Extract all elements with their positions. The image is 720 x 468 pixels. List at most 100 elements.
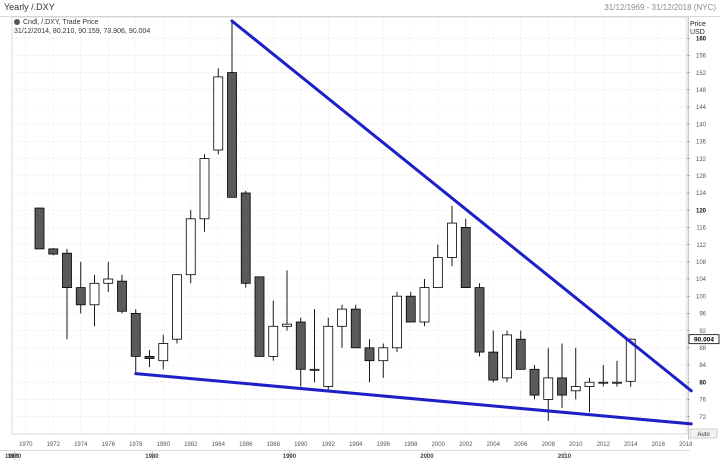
candle-body[interactable] xyxy=(515,338,526,370)
x-tick-label: 2010 xyxy=(569,442,583,448)
candle-body[interactable] xyxy=(254,276,265,357)
y-tick-label: 124 xyxy=(696,191,707,197)
candle-body[interactable] xyxy=(185,218,196,276)
x-tick-label: 1990 xyxy=(294,442,308,448)
y-axis-price-label: Price xyxy=(690,21,706,28)
x-tick-label: 2018 xyxy=(679,442,693,448)
candle-body[interactable] xyxy=(144,355,155,359)
title-bar: Yearly /.DXY 31/12/1969 - 31/12/2018 (NY… xyxy=(0,0,720,17)
x-tick-label: 1970 xyxy=(19,442,33,448)
legend: Cndl, /.DXY, Trade Price 31/12/2014, 80.… xyxy=(14,18,150,36)
plot-frame xyxy=(11,16,688,435)
candle-body[interactable] xyxy=(612,381,622,384)
candle-body[interactable] xyxy=(405,295,416,323)
candle-body[interactable] xyxy=(350,308,361,349)
candle-body[interactable] xyxy=(488,351,499,381)
candle-body[interactable] xyxy=(34,207,45,250)
candle-body[interactable] xyxy=(75,287,86,306)
decade-label: 1960 xyxy=(5,454,19,460)
candle-body[interactable] xyxy=(295,321,306,370)
y-tick-label: 144 xyxy=(696,105,707,111)
x-tick-label: 1984 xyxy=(212,442,226,448)
candle-body[interactable] xyxy=(323,325,334,387)
y-tick-label: 160 xyxy=(696,36,707,42)
x-tick-label: 2014 xyxy=(624,442,638,448)
x-tick-label: 2002 xyxy=(459,442,473,448)
candle-body[interactable] xyxy=(460,226,471,288)
y-tick-label: 116 xyxy=(696,226,706,232)
candle-body[interactable] xyxy=(282,323,292,327)
x-tick-label: 1980 xyxy=(157,442,171,448)
candle-body[interactable] xyxy=(474,287,485,353)
x-tick-label: 2006 xyxy=(514,442,528,448)
candle-body[interactable] xyxy=(584,381,595,387)
candle-body[interactable] xyxy=(447,222,457,258)
x-tick-label: 1994 xyxy=(349,442,363,448)
candle-body[interactable] xyxy=(172,274,182,340)
decade-label: 1980 xyxy=(145,454,159,460)
candle-body[interactable] xyxy=(529,368,540,396)
candle-body[interactable] xyxy=(89,282,100,306)
candle-body[interactable] xyxy=(240,192,251,284)
x-tick-label: 1986 xyxy=(239,442,253,448)
y-tick-label: 100 xyxy=(696,294,707,300)
chart-title: Yearly /.DXY xyxy=(4,2,55,12)
trendline-lower[interactable] xyxy=(134,372,693,426)
x-tick-label: 2008 xyxy=(542,442,556,448)
candle-body[interactable] xyxy=(378,347,389,362)
decade-label: 1970 xyxy=(8,454,22,460)
candle-body[interactable] xyxy=(625,338,636,382)
decade-label: 2000 xyxy=(420,454,434,460)
auto-scale-button[interactable] xyxy=(689,428,718,439)
candle-body[interactable] xyxy=(158,343,169,362)
y-tick-label: 140 xyxy=(696,122,707,128)
y-tick-label: 148 xyxy=(696,88,707,94)
y-tick-label: 156 xyxy=(696,54,707,60)
x-tick-label: 1998 xyxy=(404,442,418,448)
candle-body[interactable] xyxy=(543,377,554,400)
x-tick-label: 1974 xyxy=(74,442,88,448)
y-tick-label: 132 xyxy=(696,157,707,163)
y-tick-label: 152 xyxy=(696,71,707,77)
auto-scale-label: Auto xyxy=(697,432,710,438)
legend-series: Cndl, /.DXY, Trade Price xyxy=(23,19,99,26)
y-tick-label: 72 xyxy=(699,415,706,421)
y-tick-label: 76 xyxy=(699,398,706,404)
y-tick-label: 84 xyxy=(699,363,706,369)
candle-body[interactable] xyxy=(103,278,114,284)
current-price-value: 90.004 xyxy=(694,337,714,344)
x-tick-label: 1992 xyxy=(322,442,336,448)
decade-label: 2010 xyxy=(558,454,572,460)
y-tick-label: 92 xyxy=(699,329,706,335)
candle-body[interactable] xyxy=(309,368,320,371)
date-range: 31/12/1969 - 31/12/2018 (NYC) xyxy=(604,3,716,12)
candle-body[interactable] xyxy=(570,386,581,392)
candle-body[interactable] xyxy=(432,257,443,289)
candle-body[interactable] xyxy=(419,287,430,323)
candle-body[interactable] xyxy=(364,347,375,362)
candle-body[interactable] xyxy=(268,325,279,357)
y-tick-label: 108 xyxy=(696,260,707,266)
candle-body[interactable] xyxy=(392,295,402,349)
series-dot-icon xyxy=(14,19,20,25)
candle-body[interactable] xyxy=(557,377,567,396)
candle-body[interactable] xyxy=(502,334,512,379)
x-tick-label: 1988 xyxy=(267,442,281,448)
y-tick-label: 112 xyxy=(696,243,706,249)
candle-body[interactable] xyxy=(48,248,59,255)
x-tick-label: 1978 xyxy=(129,442,143,448)
y-tick-label: 136 xyxy=(696,140,707,146)
trendline-upper[interactable] xyxy=(230,19,693,393)
y-tick-label: 104 xyxy=(696,277,707,283)
candle-body[interactable] xyxy=(117,280,127,312)
candle-body[interactable] xyxy=(199,158,210,220)
candle-body[interactable] xyxy=(130,312,141,357)
x-tick-label: 1976 xyxy=(102,442,116,448)
y-axis-unit-label: USD xyxy=(690,29,705,36)
candle-body[interactable] xyxy=(598,381,609,384)
candle-body[interactable] xyxy=(337,308,347,327)
candle-body[interactable] xyxy=(227,72,237,198)
candle-body[interactable] xyxy=(213,76,224,151)
candle-body[interactable] xyxy=(62,252,72,288)
